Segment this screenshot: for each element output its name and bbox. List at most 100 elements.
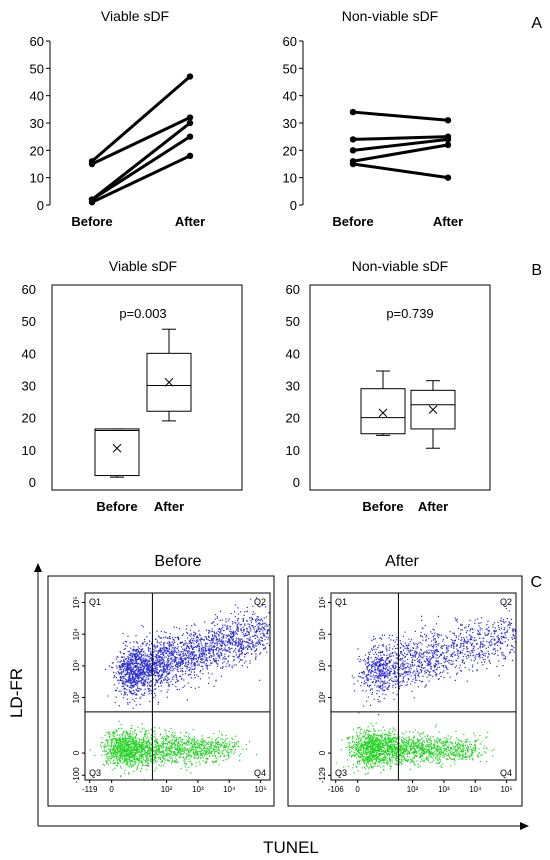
event-dot [264, 648, 266, 650]
event-dot [134, 752, 136, 754]
event-dot [142, 756, 145, 758]
y-tick-label: 20 [30, 143, 44, 158]
event-dot [207, 650, 209, 652]
event-dot [144, 666, 146, 668]
event-dot [454, 643, 456, 645]
event-dot [139, 749, 141, 751]
event-dot [504, 627, 506, 629]
event-dot [177, 753, 179, 755]
event-dot [128, 773, 130, 775]
event-dot [212, 649, 214, 651]
event-dot [245, 635, 247, 637]
event-dot [208, 746, 210, 748]
event-dot [203, 653, 205, 655]
event-dot [116, 753, 118, 755]
event-dot [138, 755, 140, 757]
event-dot [177, 761, 179, 763]
event-dot [126, 667, 128, 669]
event-dot [140, 676, 142, 678]
event-dot [121, 672, 123, 674]
event-dot [407, 665, 409, 667]
event-dot [237, 649, 239, 651]
event-dot [168, 637, 170, 640]
event-dot [145, 746, 147, 748]
event-dot [195, 749, 197, 751]
event-dot [122, 652, 124, 655]
event-dot [119, 760, 122, 762]
event-dot [154, 646, 156, 648]
event-dot [205, 752, 207, 754]
event-dot [459, 664, 461, 666]
event-dot [202, 743, 204, 745]
event-dot [145, 761, 147, 763]
event-dot [214, 745, 216, 747]
event-dot [378, 658, 380, 661]
event-dot [118, 750, 120, 752]
event-dot [430, 662, 432, 664]
event-dot [181, 634, 183, 636]
event-dot [179, 737, 181, 739]
event-dot [167, 689, 169, 691]
p-value-annotation: p=0.003 [119, 306, 166, 321]
event-dot [145, 664, 147, 666]
event-dot [196, 646, 198, 648]
event-dot [170, 742, 172, 744]
event-dot [228, 640, 230, 642]
event-dot [141, 624, 143, 627]
event-dot [123, 675, 125, 678]
event-dot [167, 673, 169, 676]
event-dot [129, 733, 131, 735]
event-dot [165, 678, 167, 680]
event-dot [205, 664, 207, 666]
event-dot [205, 749, 208, 751]
event-dot [132, 765, 134, 767]
event-dot [164, 670, 166, 672]
event-dot [453, 640, 455, 642]
event-dot [194, 662, 196, 664]
event-dot [134, 658, 136, 660]
event-dot [126, 671, 128, 673]
event-dot [457, 657, 459, 660]
event-dot [130, 747, 132, 749]
event-dot [404, 631, 406, 633]
event-dot [144, 641, 146, 643]
event-dot [130, 661, 132, 663]
event-dot [163, 631, 166, 633]
event-dot [136, 741, 138, 743]
event-dot [128, 673, 131, 675]
event-dot [262, 622, 264, 625]
event-dot [166, 754, 168, 756]
event-dot [148, 764, 150, 766]
y-tick-label: -100 [72, 767, 81, 784]
event-dot [186, 748, 188, 750]
event-dot [210, 745, 212, 748]
event-dot [222, 760, 224, 762]
event-dot [163, 679, 165, 681]
event-dot [215, 680, 217, 682]
event-dot [155, 743, 157, 746]
event-dot [204, 753, 206, 755]
event-dot [181, 738, 183, 740]
event-dot [234, 641, 236, 643]
event-dot [236, 743, 238, 745]
event-dot [371, 691, 374, 694]
event-dot [116, 759, 118, 761]
event-dot [199, 755, 201, 757]
event-dot [215, 639, 217, 641]
event-dot [267, 638, 269, 640]
event-dot [198, 751, 200, 753]
event-dot [132, 750, 134, 752]
x-tick-label: After [154, 499, 184, 514]
event-dot [255, 657, 257, 659]
event-dot [178, 653, 180, 656]
event-dot [242, 647, 244, 649]
event-dot [218, 640, 220, 643]
event-dot [378, 670, 380, 673]
event-dot [162, 756, 164, 758]
event-dot [143, 651, 145, 653]
event-dot [147, 682, 149, 684]
event-dot [128, 658, 130, 660]
event-dot [169, 642, 171, 644]
event-dot [120, 727, 122, 729]
event-dot [199, 744, 201, 746]
